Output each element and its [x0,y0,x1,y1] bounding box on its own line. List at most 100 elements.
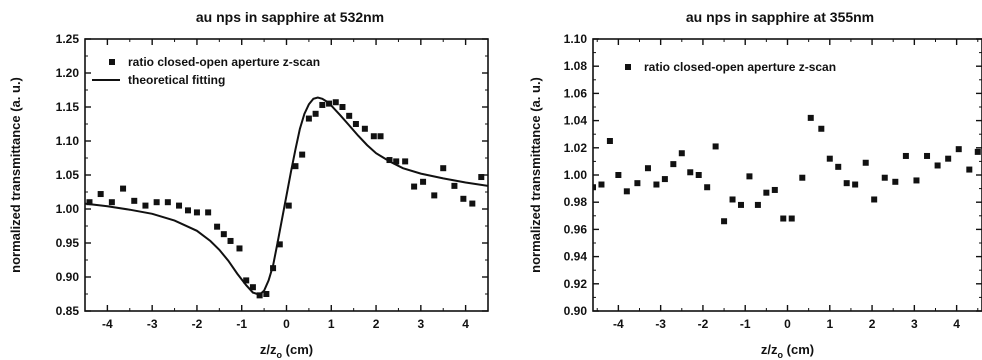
x-tick-label: 4 [462,317,469,331]
data-point [440,165,447,172]
data-point [644,165,651,172]
data-point [593,184,596,191]
data-point [881,174,888,181]
data-point [934,162,941,169]
y-tick-label: 0.92 [564,277,588,291]
x-tick-label: -1 [236,317,247,331]
data-point [393,158,400,165]
data-point [729,196,736,203]
data-point [771,186,778,193]
legend-label: ratio closed-open aperture z-scan [128,55,320,69]
legend-marker-swatch [109,59,115,65]
data-point [402,158,409,165]
chart-title: au nps in sapphire at 355nm [686,9,874,25]
data-point [108,199,115,206]
data-point [835,163,842,170]
data-point [913,177,920,184]
data-point [704,184,711,191]
data-point [892,178,899,185]
data-point [339,104,346,110]
data-point [220,231,227,238]
data-point [86,199,93,206]
data-point [974,148,981,155]
data-point [623,188,630,195]
y-tick-label: 0.95 [56,236,80,250]
data-point [653,181,660,188]
chart-1: au nps in sapphire at 532nm 0.85 0.90 0.95 1… [8,9,489,360]
data-point [712,143,719,150]
data-point [852,181,859,188]
data-point [606,138,613,144]
x-tick-label: 2 [869,317,876,331]
data-point [420,178,427,185]
data-point [966,166,973,173]
data-point [361,125,368,132]
x-axis-label: z/zo (cm) [260,342,313,360]
data-point [292,163,299,170]
data-point [386,157,393,164]
x-axis-label: z/zo (cm) [761,342,814,360]
x-tick-label: -4 [102,317,113,331]
data-point [120,185,127,192]
data-point [236,245,243,252]
data-point [807,114,814,121]
data-point [214,223,221,230]
x-tick-label: 0 [283,317,290,331]
legend-label: theoretical fitting [128,73,225,87]
data-point [788,215,795,222]
data-point [924,152,931,159]
data-point [615,172,622,178]
y-tick-label: 0.98 [564,195,588,209]
chart-title: au nps in sapphire at 532nm [196,9,384,25]
data-point [352,121,359,127]
legend-marker-swatch [625,64,631,70]
data-point [164,199,171,206]
data-point [193,209,200,216]
data-point [205,209,212,216]
data-point [818,125,825,132]
chart-2: au nps in sapphire at 355nm 0.90 0.92 0.94 0… [528,9,982,360]
data-point [451,182,458,189]
y-tick-label: 0.90 [56,270,80,284]
data-point [780,215,787,222]
y-tick-label: 1.10 [56,134,80,148]
y-tick-label: 1.06 [564,86,588,100]
y-tick-label: 1.15 [56,100,80,114]
fit-line [85,96,488,296]
data-point [142,202,149,209]
data-point [319,101,326,108]
x-tick-label: 1 [328,317,335,331]
data-point [695,172,702,178]
data-layer [593,114,981,225]
y-tick-label: 1.00 [564,168,588,182]
data-point [478,174,485,181]
data-point [754,201,761,208]
data-point [346,112,353,119]
data-point [97,191,104,198]
data-point [902,152,909,159]
data-point [131,197,138,204]
data-point [176,202,183,209]
data-point [687,169,694,176]
data-point [746,173,753,180]
data-point [799,174,806,181]
data-point [678,150,685,157]
y-tick-label: 1.25 [56,32,80,46]
y-tick-label: 0.90 [564,304,588,318]
x-tick-label: -4 [613,317,624,331]
x-tick-label: -2 [698,317,709,331]
data-layer [85,96,488,299]
data-point [312,110,319,117]
y-tick-label: 1.00 [56,202,80,216]
data-point [843,180,850,187]
x-tick-label: -3 [655,317,666,331]
y-tick-label: 1.02 [564,141,588,155]
data-point [243,277,250,284]
y-tick-label: 1.20 [56,66,80,80]
data-point [332,99,339,106]
data-point [411,183,418,190]
data-point [249,284,256,291]
x-tick-label: -3 [147,317,158,331]
y-tick-label: 0.96 [564,222,588,236]
